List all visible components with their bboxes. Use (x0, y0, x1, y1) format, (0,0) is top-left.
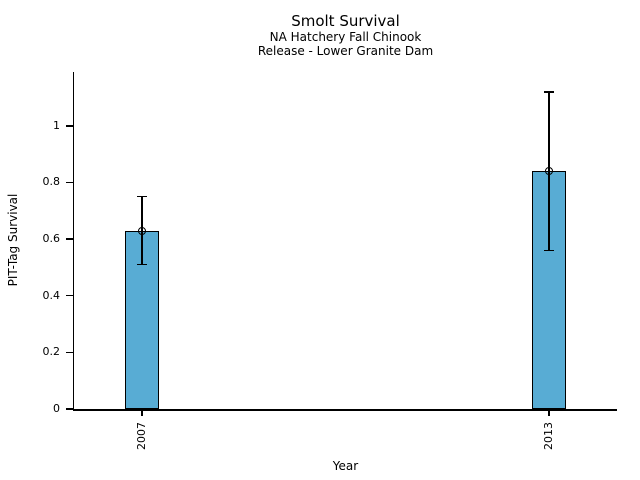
error-bar-cap-bottom (544, 249, 555, 252)
x-tick-label: 2007 (134, 422, 148, 450)
y-axis-spine (72, 72, 74, 411)
y-axis-label: PIT-Tag Survival (6, 193, 20, 287)
y-tick-label: 0.2 (42, 345, 61, 359)
plot-area: 0 0.2 0.4 0.6 0.8 1 2007 2013 (43, 72, 617, 450)
x-tick-mark (141, 409, 143, 416)
error-bar-cap-top (544, 91, 555, 93)
y-tick-label: 0.8 (42, 175, 61, 189)
chart-subtitle-line2: Release - Lower Granite Dam (257, 44, 434, 58)
x-axis-label: Year (332, 459, 359, 473)
point-marker-2007 (137, 226, 146, 235)
y-tick-label: 0.4 (42, 288, 61, 302)
y-tick-mark (65, 125, 73, 127)
y-tick-mark (65, 408, 73, 410)
error-bar-cap-bottom (136, 263, 147, 266)
y-tick-mark (65, 181, 73, 184)
y-tick-label: 0 (53, 402, 60, 415)
x-tick-label: 2013 (542, 422, 556, 450)
point-marker-2013 (545, 167, 554, 176)
y-tick-mark (65, 294, 73, 297)
y-tick-label: 1 (53, 118, 60, 132)
chart-title: Smolt Survival (291, 12, 400, 30)
y-tick-label: 0.6 (42, 232, 61, 246)
x-tick-mark (548, 409, 550, 416)
x-axis-spine (72, 409, 617, 411)
y-tick-mark (65, 351, 73, 354)
y-tick-mark (65, 238, 73, 240)
error-bar-cap-top (136, 195, 147, 198)
chart-subtitle-line1: NA Hatchery Fall Chinook (269, 30, 422, 44)
